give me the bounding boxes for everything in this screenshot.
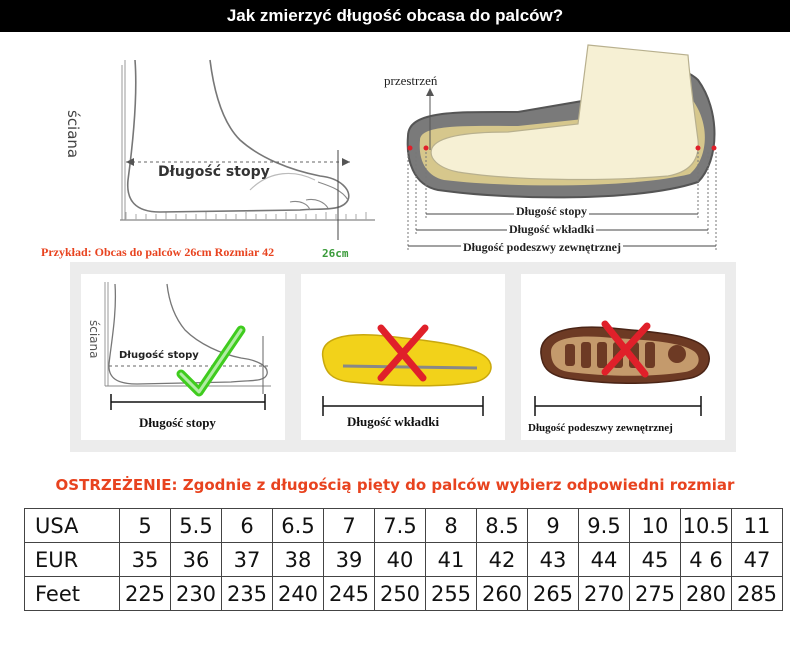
size-cell: 37 xyxy=(221,542,273,577)
card-insole-length: Długość wkładki xyxy=(301,274,505,440)
example-cm-label: 26cm xyxy=(322,247,349,260)
size-cell: 6.5 xyxy=(272,508,324,543)
size-cell: 235 xyxy=(221,576,273,611)
outsole-length-label: Długość podeszwy zewnętrznej xyxy=(461,240,623,255)
size-warning: OSTRZEŻENIE: Zgodnie z długością pięty d… xyxy=(55,476,735,494)
size-cell: 41 xyxy=(425,542,477,577)
foot-length-label-right: Długość stopy xyxy=(514,204,590,219)
size-cell: 8.5 xyxy=(476,508,528,543)
card-outsole-length-label: Długość podeszwy zewnętrznej xyxy=(528,422,673,434)
size-cell: 36 xyxy=(170,542,222,577)
example-text: Przykład: Obcas do palców 26cm Rozmiar 4… xyxy=(41,245,275,259)
size-cell: 44 xyxy=(578,542,630,577)
comparison-panel: ściana Długość stopy Długość stopy Długo… xyxy=(70,262,736,452)
size-cell: 255 xyxy=(425,576,477,611)
size-cell: 245 xyxy=(323,576,375,611)
size-cell: 47 xyxy=(731,542,783,577)
card-wall-label: ściana xyxy=(87,320,101,359)
row-label: Feet xyxy=(24,576,120,611)
card-foot-drawing xyxy=(104,282,271,410)
size-cell: 43 xyxy=(527,542,579,577)
size-cell: 9.5 xyxy=(578,508,630,543)
size-cell: 8 xyxy=(425,508,477,543)
card-insole-drawing xyxy=(321,324,492,416)
space-label: przestrzeń xyxy=(384,73,438,88)
card-inner-foot-length: Długość stopy xyxy=(119,350,199,361)
card-insole-length-label: Długość wkładki xyxy=(347,414,440,429)
foot-wall-illustration xyxy=(80,40,380,240)
size-cell: 250 xyxy=(374,576,426,611)
size-cell: 225 xyxy=(119,576,171,611)
size-cell: 240 xyxy=(272,576,324,611)
size-cell: 39 xyxy=(323,542,375,577)
row-label: USA xyxy=(24,508,120,543)
size-cell: 230 xyxy=(170,576,222,611)
card-outsole-drawing xyxy=(534,320,710,416)
size-cell: 5.5 xyxy=(170,508,222,543)
card-foot-length: ściana Długość stopy Długość stopy xyxy=(81,274,285,440)
size-cell: 42 xyxy=(476,542,528,577)
size-cell: 4 6 xyxy=(680,542,732,577)
table-row: USA 5 5.5 6 6.5 7 7.5 8 8.5 9 9.5 10 10.… xyxy=(24,508,783,543)
size-cell: 40 xyxy=(374,542,426,577)
size-cell: 38 xyxy=(272,542,324,577)
foot-length-label: Długość stopy xyxy=(158,164,270,180)
size-cell: 280 xyxy=(680,576,732,611)
size-cell: 35 xyxy=(119,542,171,577)
size-cell: 10 xyxy=(629,508,681,543)
size-cell: 7 xyxy=(323,508,375,543)
page-title: Jak zmierzyć długość obcasa do palców? xyxy=(0,0,790,32)
row-label: EUR xyxy=(24,542,120,577)
table-row: EUR 35 36 37 38 39 40 41 42 43 44 45 4 6… xyxy=(24,542,783,577)
foot-wall-drawing xyxy=(120,59,375,240)
size-cell: 6 xyxy=(221,508,273,543)
size-cell: 10.5 xyxy=(680,508,732,543)
card-foot-length-label: Długość stopy xyxy=(139,415,216,430)
wall-label: ściana xyxy=(64,110,82,159)
size-cell: 45 xyxy=(629,542,681,577)
size-cell: 9 xyxy=(527,508,579,543)
size-cell: 265 xyxy=(527,576,579,611)
insole-length-label: Długość wkładki xyxy=(507,222,597,237)
size-cell: 275 xyxy=(629,576,681,611)
shoe-cross-section-drawing xyxy=(406,44,717,252)
size-cell: 270 xyxy=(578,576,630,611)
size-cell: 5 xyxy=(119,508,171,543)
table-row: Feet 225 230 235 240 245 250 255 260 265… xyxy=(24,576,783,611)
size-table: USA 5 5.5 6 6.5 7 7.5 8 8.5 9 9.5 10 10.… xyxy=(24,508,783,611)
shoe-cross-section xyxy=(398,40,728,262)
size-cell: 11 xyxy=(731,508,783,543)
card-outsole-length: Długość podeszwy zewnętrznej xyxy=(521,274,725,440)
size-cell: 285 xyxy=(731,576,783,611)
size-cell: 260 xyxy=(476,576,528,611)
size-cell: 7.5 xyxy=(374,508,426,543)
